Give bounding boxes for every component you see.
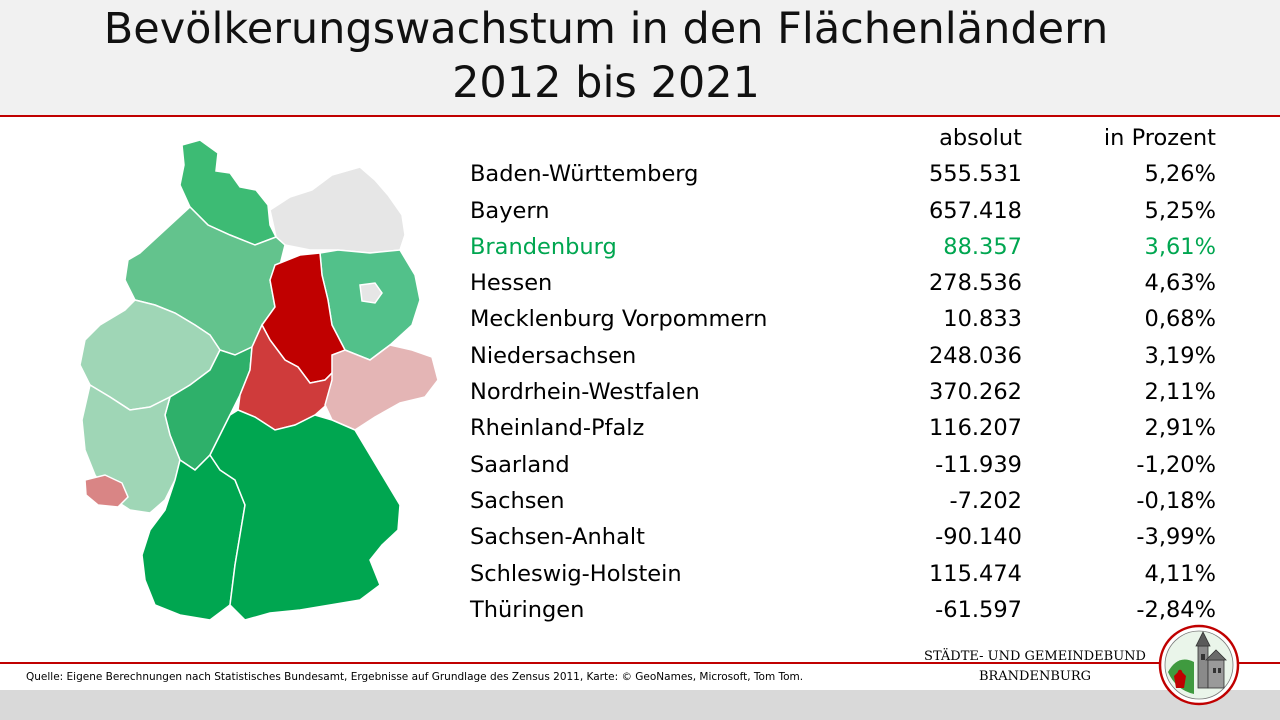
page-title: Bevölkerungswachstum in den Flächenlände… — [0, 2, 1212, 110]
title-line-1: Bevölkerungswachstum in den Flächenlände… — [103, 4, 1109, 54]
percent-growth: 4,11% — [1144, 560, 1216, 587]
map-saarland — [84, 474, 129, 508]
map-schleswig-holstein — [179, 139, 278, 246]
column-header-absolut: absolut — [939, 125, 1022, 151]
absolute-growth: 116.207 — [928, 415, 1022, 442]
state-name: Rheinland-Pfalz — [470, 415, 645, 442]
organization-logo-text: STÄDTE- UND GEMEINDEBUND BRANDENBURG — [905, 647, 1165, 687]
state-name: Mecklenburg Vorpommern — [470, 306, 768, 333]
state-name: Nordrhein-Westfalen — [470, 379, 700, 406]
state-name: Baden-Württemberg — [470, 161, 699, 188]
percent-growth: 2,11% — [1144, 379, 1216, 406]
map-berlin — [359, 282, 383, 304]
percent-growth: 2,91% — [1144, 415, 1216, 442]
absolute-growth: 115.474 — [928, 560, 1022, 587]
absolute-growth: 248.036 — [928, 342, 1022, 369]
table-row: Nordrhein-Westfalen 370.262 2,11% — [470, 374, 1220, 410]
percent-growth: 5,25% — [1144, 197, 1216, 224]
table-row: Rheinland-Pfalz 116.207 2,91% — [470, 410, 1220, 446]
table-row: Niedersachsen 248.036 3,19% — [470, 338, 1220, 374]
table-row: Schleswig-Holstein 115.474 4,11% — [470, 556, 1220, 592]
percent-growth: -1,20% — [1136, 451, 1216, 478]
absolute-growth: 657.418 — [928, 197, 1022, 224]
state-name: Saarland — [470, 451, 570, 478]
source-note: Quelle: Eigene Berechnungen nach Statist… — [26, 671, 804, 683]
percent-growth: 5,26% — [1144, 161, 1216, 188]
state-name: Thüringen — [470, 596, 585, 623]
table-row: Sachsen -7.202 -0,18% — [470, 483, 1220, 519]
table-row: Mecklenburg Vorpommern 10.833 0,68% — [470, 301, 1220, 337]
percent-growth: -0,18% — [1136, 487, 1216, 514]
population-table: absolut in Prozent Baden-Württemberg 555.… — [470, 120, 1220, 628]
absolute-growth: -61.597 — [935, 596, 1022, 623]
table-row: Baden-Württemberg 555.531 5,26% — [470, 156, 1220, 192]
footer-rule — [0, 662, 1280, 664]
map-sachsen — [324, 344, 439, 431]
table-row: Bayern 657.418 5,25% — [470, 193, 1220, 229]
percent-growth: 3,19% — [1144, 342, 1216, 369]
state-name: Sachsen-Anhalt — [470, 524, 645, 551]
map-mecklenburg-vorpommern — [269, 166, 406, 254]
state-name: Niedersachsen — [470, 342, 637, 369]
percent-growth: 3,61% — [1144, 233, 1216, 260]
title-line-2: 2012 bis 2021 — [452, 58, 760, 108]
table-header-row: absolut in Prozent — [470, 120, 1220, 156]
percent-growth: 0,68% — [1144, 306, 1216, 333]
absolute-growth: -11.939 — [935, 451, 1022, 478]
absolute-growth: 88.357 — [943, 233, 1022, 260]
percent-growth: -2,84% — [1136, 596, 1216, 623]
table-row: Thüringen -61.597 -2,84% — [470, 592, 1220, 628]
footer-band — [0, 690, 1280, 720]
state-name: Brandenburg — [470, 233, 617, 260]
absolute-growth: 370.262 — [928, 379, 1022, 406]
absolute-growth: 555.531 — [928, 161, 1022, 188]
percent-growth: -3,99% — [1136, 524, 1216, 551]
germany-map — [79, 139, 439, 621]
table-row: Hessen 278.536 4,63% — [470, 265, 1220, 301]
title-bar — [0, 0, 1280, 116]
absolute-growth: -7.202 — [949, 487, 1022, 514]
state-name: Bayern — [470, 197, 550, 224]
absolute-growth: -90.140 — [935, 524, 1022, 551]
header-rule — [0, 115, 1280, 117]
state-name: Sachsen — [470, 487, 565, 514]
state-name: Hessen — [470, 270, 553, 297]
percent-growth: 4,63% — [1144, 270, 1216, 297]
org-name-line-1: STÄDTE- UND GEMEINDEBUND — [924, 649, 1146, 664]
table-row: Sachsen-Anhalt -90.140 -3,99% — [470, 519, 1220, 555]
column-header-percent: in Prozent — [1103, 125, 1216, 151]
organization-seal-icon — [1158, 624, 1240, 706]
table-row: Saarland -11.939 -1,20% — [470, 447, 1220, 483]
state-name: Schleswig-Holstein — [470, 560, 682, 587]
table-row: Brandenburg 88.357 3,61% — [470, 229, 1220, 265]
map-bayern — [209, 409, 401, 621]
absolute-growth: 278.536 — [928, 270, 1022, 297]
org-name-line-2: BRANDENBURG — [978, 669, 1092, 684]
absolute-growth: 10.833 — [943, 306, 1022, 333]
